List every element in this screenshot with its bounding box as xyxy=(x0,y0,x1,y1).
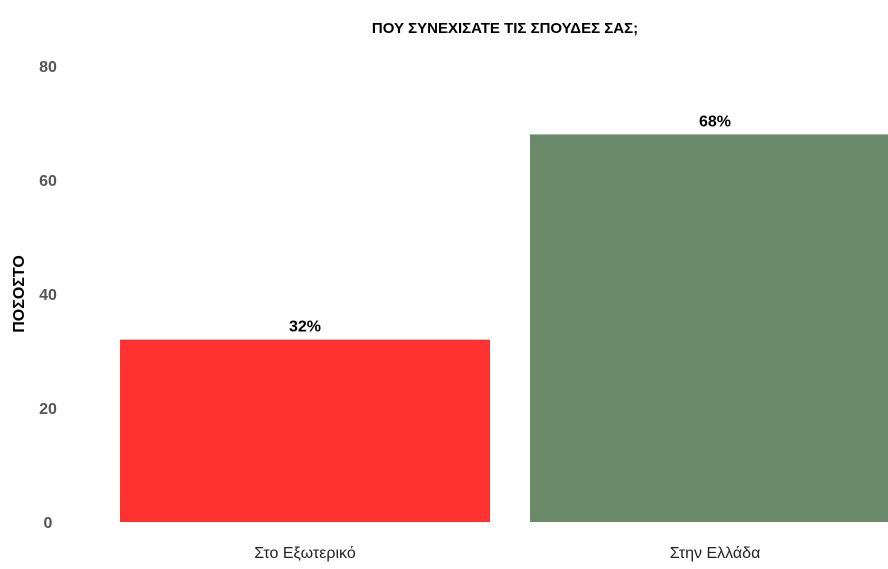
y-axis-ticks: 0 20 40 60 80 xyxy=(39,59,57,532)
y-tick-label: 0 xyxy=(44,515,53,532)
y-tick-label: 80 xyxy=(39,59,57,76)
y-tick-label: 40 xyxy=(39,287,57,304)
x-tick-label: Στο Εξωτερικό xyxy=(254,545,356,562)
bars xyxy=(120,134,888,522)
bar xyxy=(120,339,490,522)
x-axis-ticks: Στο Εξωτερικό Στην Ελλάδα xyxy=(254,545,760,562)
bar-value-label: 68% xyxy=(699,113,731,130)
bar-value-label: 32% xyxy=(289,319,321,336)
y-tick-label: 60 xyxy=(39,173,57,190)
bar xyxy=(530,134,888,522)
y-axis-label: ΠΟΣΟΣΤΟ xyxy=(11,255,28,333)
chart-title: ΠΟΥ ΣΥΝΕΧΙΣΑΤΕ ΤΙΣ ΣΠΟΥΔΕΣ ΣΑΣ; xyxy=(372,20,638,37)
data-labels: 32% 68% xyxy=(289,113,731,335)
y-tick-label: 20 xyxy=(39,401,57,418)
x-tick-label: Στην Ελλάδα xyxy=(670,545,761,562)
